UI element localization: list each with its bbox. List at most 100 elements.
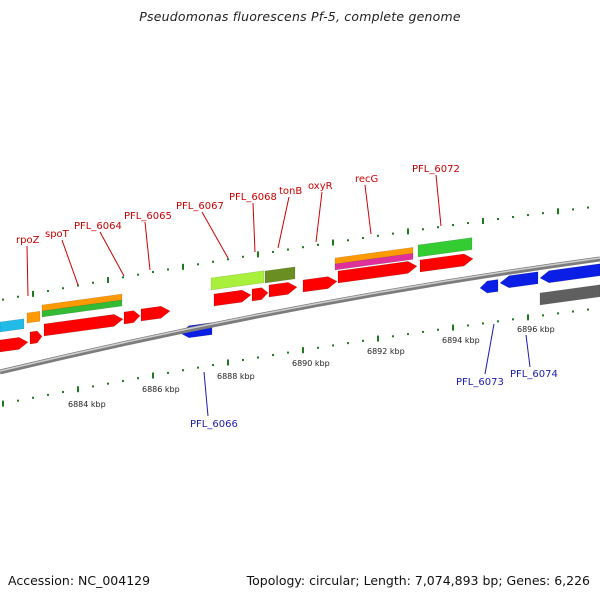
gene-label-PFL_6074[interactable]: PFL_6074	[510, 369, 558, 380]
scale-tick	[107, 277, 109, 284]
scale-tick	[497, 320, 499, 323]
scale-tick	[527, 314, 529, 321]
scale-tick	[17, 295, 19, 298]
leader-forward	[144, 221, 151, 271]
scale-tick	[2, 400, 4, 407]
scale-tick	[197, 366, 199, 369]
scale-label: 6890 kbp	[292, 359, 330, 368]
scale-tick	[2, 298, 4, 301]
leader-forward	[435, 174, 442, 227]
scale-tick	[482, 322, 484, 325]
scale-tick	[347, 342, 349, 345]
feature-bars	[0, 237, 600, 333]
cog-bar-orange	[26, 310, 41, 324]
scale-tick	[317, 243, 319, 246]
scale-tick	[572, 208, 574, 211]
scale-tick	[272, 354, 274, 357]
leader-reverse	[484, 323, 495, 375]
scale-label: 6896 kbp	[517, 325, 555, 334]
scale-label: 6884 kbp	[68, 400, 106, 409]
scale-tick	[227, 359, 229, 366]
cds-forward	[213, 289, 252, 307]
scale-tick	[317, 346, 319, 349]
gene-label-spoT[interactable]: spoT	[45, 229, 70, 240]
scale-tick	[32, 290, 34, 297]
scale-tick	[17, 399, 19, 402]
scale-tick	[452, 224, 454, 227]
cds-reverse	[479, 279, 499, 294]
gene-label-PFL_6073[interactable]: PFL_6073	[456, 377, 504, 388]
scale-tick	[47, 393, 49, 396]
gene-arrows	[0, 253, 600, 353]
scale-tick	[287, 248, 289, 251]
cds-forward	[251, 287, 269, 302]
scale-tick	[422, 330, 424, 333]
cds-forward	[337, 261, 418, 284]
accession-text: Accession: NC_004129	[8, 573, 151, 588]
scale-tick	[332, 344, 334, 347]
scale-tick	[302, 246, 304, 249]
scale-tick	[542, 314, 544, 317]
cog-bar-cyan	[0, 318, 25, 333]
scale-tick	[182, 263, 184, 270]
leader-forward	[26, 245, 29, 297]
gene-label-PFL_6064[interactable]: PFL_6064	[74, 221, 122, 232]
scale-tick	[62, 287, 64, 290]
topology-text: Topology: circular; Length: 7,074,893 bp…	[246, 573, 590, 588]
scale-tick	[527, 214, 529, 217]
scale-tick	[512, 216, 514, 219]
gene-label-tonB[interactable]: tonB	[279, 186, 302, 197]
cog-bar-olive	[264, 266, 296, 284]
cds-forward	[29, 330, 43, 345]
gene-label-PFL_6072[interactable]: PFL_6072	[412, 164, 460, 175]
gene-label-oxyR[interactable]: oxyR	[308, 181, 333, 192]
gene-label-rpoZ[interactable]: rpoZ	[16, 235, 40, 246]
cog-bar-green	[41, 299, 123, 318]
cds-forward	[123, 310, 141, 325]
scale-tick	[452, 324, 454, 331]
scale-tick	[467, 222, 469, 225]
cog-bar-lime	[210, 270, 265, 291]
scale-tick	[197, 263, 199, 266]
leader-forward	[315, 191, 323, 243]
cog-bar-green	[417, 237, 473, 258]
scale-tick	[62, 391, 64, 394]
gene-label-PFL_6065[interactable]: PFL_6065	[124, 211, 172, 222]
cds-forward	[268, 282, 298, 298]
gene-label-PFL_6066[interactable]: PFL_6066	[190, 419, 238, 430]
scale-tick	[182, 369, 184, 372]
scale-tick	[92, 281, 94, 284]
scale-tick	[212, 260, 214, 263]
leader-forward	[201, 211, 229, 259]
scale-tick	[257, 251, 259, 258]
scale-tick	[257, 356, 259, 359]
scale-tick	[32, 396, 34, 399]
scale-tick	[122, 276, 124, 279]
scale-tick	[407, 333, 409, 336]
scale-tick	[167, 371, 169, 374]
scale-tick	[377, 335, 379, 342]
scale-label: 6886 kbp	[142, 385, 180, 394]
scale-tick	[392, 335, 394, 338]
scale-tick	[467, 324, 469, 327]
scale-tick	[482, 218, 484, 225]
cog-bar-magenta	[334, 253, 414, 271]
gene-label-PFL_6067[interactable]: PFL_6067	[176, 201, 224, 212]
cds-reverse	[539, 263, 600, 284]
gene-label-recG[interactable]: recG	[355, 174, 378, 185]
scale-tick	[137, 377, 139, 380]
scale-tick	[122, 379, 124, 382]
scale-tick	[437, 226, 439, 229]
gene-label-PFL_6068[interactable]: PFL_6068	[229, 192, 277, 203]
scale-tick	[437, 328, 439, 331]
scale-tick	[362, 339, 364, 342]
scale-tick	[167, 268, 169, 271]
cds-forward	[43, 314, 124, 337]
scale-ticks	[2, 206, 589, 407]
leader-forward	[364, 184, 372, 235]
leader-reverse	[525, 334, 531, 368]
scale-tick	[77, 284, 79, 287]
scale-tick	[497, 218, 499, 221]
scale-tick	[212, 364, 214, 367]
